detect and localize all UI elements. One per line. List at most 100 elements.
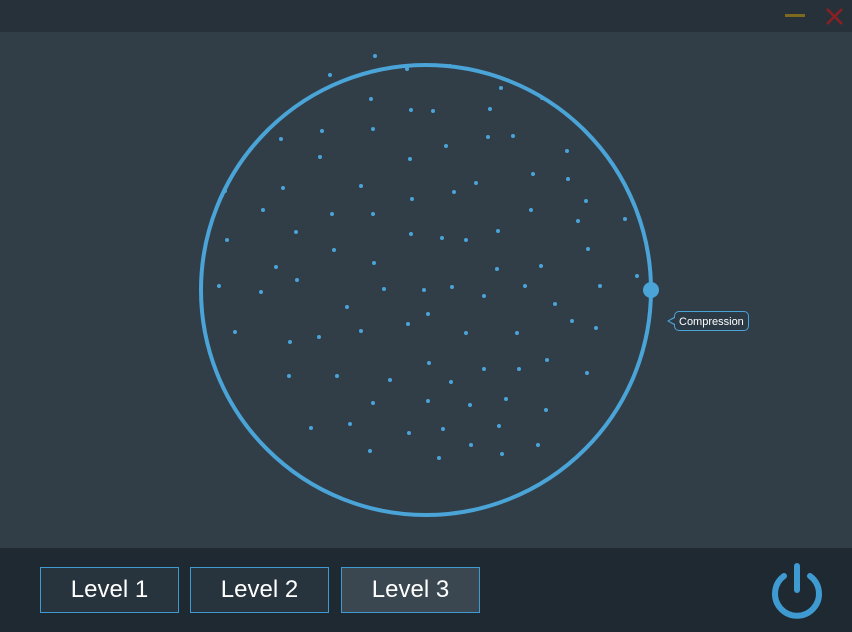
particle-dot	[594, 326, 598, 330]
footer-bar: Level 1 Level 2 Level 3	[0, 548, 852, 632]
particle-dot	[444, 144, 448, 148]
particle-field	[217, 54, 639, 460]
particle-dot	[409, 232, 413, 236]
particle-dot	[531, 172, 535, 176]
close-icon	[826, 8, 843, 25]
particle-dot	[482, 294, 486, 298]
particle-dot	[623, 217, 627, 221]
particle-dot	[372, 261, 376, 265]
particle-dot	[405, 67, 409, 71]
particle-dot	[464, 331, 468, 335]
power-icon	[772, 563, 822, 619]
particle-dot	[371, 212, 375, 216]
particle-dot	[320, 129, 324, 133]
particle-dot	[359, 184, 363, 188]
particle-dot	[523, 284, 527, 288]
particle-dot	[317, 335, 321, 339]
particle-dot	[335, 374, 339, 378]
particle-circle	[199, 54, 659, 517]
particle-dot	[233, 330, 237, 334]
particle-dot	[261, 208, 265, 212]
particle-dot	[431, 109, 435, 113]
particle-dot	[486, 135, 490, 139]
particle-dot	[409, 108, 413, 112]
particle-dot	[495, 267, 499, 271]
particle-dot	[426, 399, 430, 403]
particle-dot	[468, 403, 472, 407]
level-1-button[interactable]: Level 1	[40, 567, 179, 613]
level-2-button[interactable]: Level 2	[190, 567, 329, 613]
particle-dot	[288, 340, 292, 344]
particle-dot	[566, 177, 570, 181]
minimize-icon	[785, 14, 805, 17]
particle-dot	[437, 456, 441, 460]
particle-dot	[295, 278, 299, 282]
particle-dot	[504, 397, 508, 401]
compression-handle[interactable]	[643, 282, 659, 298]
particle-dot	[452, 190, 456, 194]
close-button[interactable]	[824, 6, 846, 26]
particle-dot	[318, 155, 322, 159]
particle-dot	[482, 367, 486, 371]
particle-dot	[540, 96, 544, 100]
particle-dot	[517, 367, 521, 371]
particle-dot	[225, 238, 229, 242]
particle-dot	[511, 134, 515, 138]
particle-dot	[565, 149, 569, 153]
particle-dot	[294, 230, 298, 234]
particle-dot	[309, 426, 313, 430]
particle-dot	[426, 312, 430, 316]
particle-dot	[422, 288, 426, 292]
particle-dot	[553, 302, 557, 306]
particle-dot	[223, 189, 227, 193]
particle-dot	[584, 199, 588, 203]
particle-dot	[368, 449, 372, 453]
particle-dot	[440, 236, 444, 240]
particle-dot	[373, 54, 377, 58]
visualizer-area: Compression	[0, 32, 852, 548]
title-bar	[0, 0, 852, 32]
particle-dot	[388, 378, 392, 382]
particle-dot	[474, 181, 478, 185]
particle-dot	[408, 157, 412, 161]
particle-dot	[585, 371, 589, 375]
particle-dot	[217, 284, 221, 288]
particle-dot	[449, 380, 453, 384]
particle-dot	[348, 422, 352, 426]
particle-dot	[410, 197, 414, 201]
particle-dot	[330, 212, 334, 216]
particle-dot	[464, 238, 468, 242]
particle-dot	[279, 137, 283, 141]
particle-dot	[427, 361, 431, 365]
particle-dot	[570, 319, 574, 323]
particle-dot	[332, 248, 336, 252]
particle-dot	[274, 265, 278, 269]
particle-dot	[529, 208, 533, 212]
particle-dot	[635, 274, 639, 278]
particle-dot	[586, 247, 590, 251]
power-button[interactable]	[766, 560, 828, 622]
particle-dot	[369, 97, 373, 101]
particle-dot	[536, 443, 540, 447]
level-3-button[interactable]: Level 3	[341, 567, 480, 613]
minimize-button[interactable]	[784, 6, 806, 26]
particle-dot	[545, 358, 549, 362]
particle-dot	[406, 322, 410, 326]
particle-dot	[488, 107, 492, 111]
particle-dot	[345, 305, 349, 309]
particle-dot	[359, 329, 363, 333]
particle-dot	[371, 401, 375, 405]
particle-dot	[598, 284, 602, 288]
particle-dot	[281, 186, 285, 190]
particle-dot	[407, 431, 411, 435]
particle-dot	[371, 127, 375, 131]
particle-dot	[382, 287, 386, 291]
particle-dot	[576, 219, 580, 223]
particle-dot	[328, 73, 332, 77]
particle-dot	[450, 285, 454, 289]
particle-dot	[539, 264, 543, 268]
particle-dot	[496, 229, 500, 233]
compression-tooltip: Compression	[667, 311, 749, 331]
particle-dot	[515, 331, 519, 335]
particle-dot	[448, 64, 452, 68]
